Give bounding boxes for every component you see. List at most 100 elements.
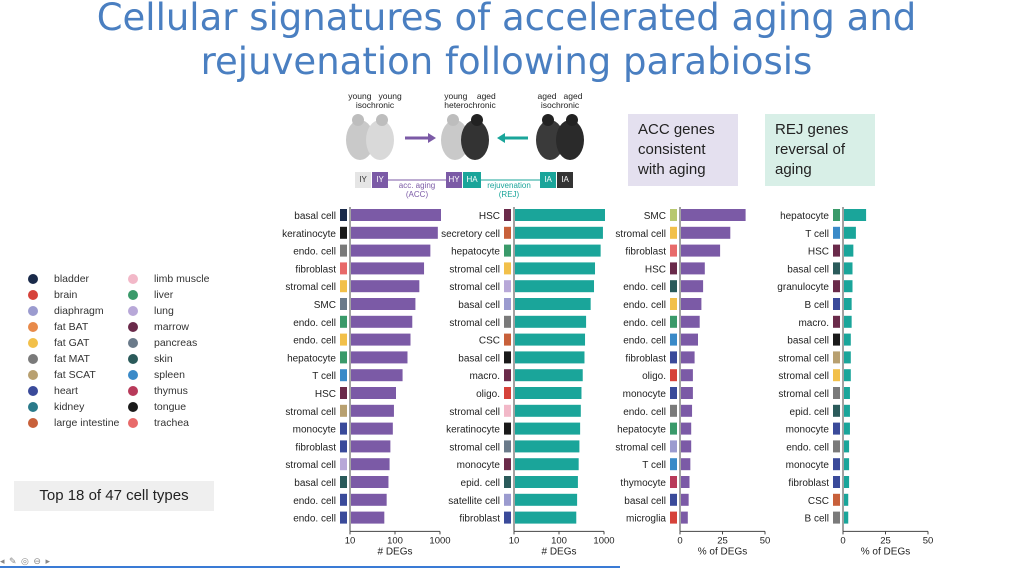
category-label: macro. xyxy=(469,371,500,382)
legend-swatch xyxy=(128,306,138,316)
legend-label: kidney xyxy=(54,401,85,413)
bar xyxy=(844,404,850,417)
bar xyxy=(515,333,586,346)
tag-iy-1: IY xyxy=(355,172,371,188)
category-label: CSC xyxy=(479,336,500,347)
legend-label: diaphragm xyxy=(54,305,104,317)
category-label: stromal cell xyxy=(778,353,829,364)
legend-swatch xyxy=(28,386,38,396)
x-tick-label: 0 xyxy=(840,535,845,546)
category-label: T cell xyxy=(312,371,336,382)
legend-label: heart xyxy=(54,385,78,397)
bar xyxy=(844,369,851,382)
tissue-swatch xyxy=(340,333,347,346)
tissue-swatch xyxy=(670,511,677,524)
legend-label: thymus xyxy=(154,385,188,397)
bar xyxy=(351,351,408,364)
tissue-swatch xyxy=(833,298,840,310)
legend-swatch xyxy=(28,370,38,380)
tissue-swatch xyxy=(340,458,347,471)
tissue-swatch xyxy=(833,209,840,221)
bar xyxy=(681,209,746,221)
legend-swatch xyxy=(128,418,138,428)
bar xyxy=(681,280,704,293)
category-label: stromal cell xyxy=(615,442,666,453)
tissue-swatch xyxy=(504,280,511,293)
bar xyxy=(681,244,721,257)
bar xyxy=(351,422,393,435)
legend-swatch xyxy=(28,418,38,428)
bar xyxy=(681,511,688,524)
tissue-swatch xyxy=(504,387,511,399)
tissue-swatch xyxy=(670,298,677,310)
category-label: epid. cell xyxy=(790,407,829,418)
bar xyxy=(515,369,583,382)
legend-label: large intestine xyxy=(54,417,120,429)
x-tick-label: 50 xyxy=(923,535,934,546)
x-tick-label: 10 xyxy=(509,535,520,546)
comparison-lines xyxy=(388,179,540,181)
tissue-swatch xyxy=(833,262,840,275)
legend-label: brain xyxy=(54,289,78,301)
tag-ia-1: IA xyxy=(540,172,556,188)
tissue-swatch xyxy=(340,369,347,382)
bar xyxy=(351,333,411,346)
category-label: stromal cell xyxy=(285,460,336,471)
legend-label: trachea xyxy=(154,417,190,429)
bar xyxy=(515,387,582,399)
title-line-2: rejuvenation following parabiosis xyxy=(200,40,813,83)
category-label: stromal cell xyxy=(285,282,336,293)
bar xyxy=(844,209,867,221)
category-label: B cell xyxy=(805,300,829,311)
category-label: SMC xyxy=(314,300,336,311)
tissue-swatch xyxy=(504,493,511,506)
slideshow-controls[interactable]: ◂ ✎ ◎ ⊖ ▸ xyxy=(0,556,51,566)
category-label: monocyte xyxy=(623,389,667,400)
category-label: endo. cell xyxy=(293,318,336,329)
bar xyxy=(681,493,689,506)
bar xyxy=(351,476,389,488)
category-label: basal cell xyxy=(294,478,336,489)
category-label: satellite cell xyxy=(448,496,500,507)
tissue-swatch xyxy=(670,422,677,435)
bar xyxy=(844,493,849,506)
tissue-swatch xyxy=(670,493,677,506)
category-label: basal cell xyxy=(787,336,829,347)
category-label: fibroblast xyxy=(459,514,500,525)
category-label: HSC xyxy=(645,264,666,275)
category-label: endo. cell xyxy=(623,300,666,311)
legend-label: liver xyxy=(154,289,174,301)
aged-mouse-pair-icon xyxy=(536,114,584,160)
tissue-swatch xyxy=(833,244,840,257)
bar xyxy=(844,440,850,453)
category-label: HSC xyxy=(479,211,500,222)
tissue-swatch xyxy=(670,244,677,257)
legend-swatch xyxy=(28,290,38,300)
category-label: monocyte xyxy=(786,425,830,436)
tissue-swatch xyxy=(340,226,347,239)
x-axis-label: % of DEGs xyxy=(698,546,747,557)
bar xyxy=(844,262,853,275)
category-label: oligo. xyxy=(642,371,666,382)
legend-swatch xyxy=(28,338,38,348)
bar xyxy=(681,315,700,328)
category-label: epid. cell xyxy=(461,478,500,489)
legend-swatch xyxy=(128,290,138,300)
tissue-swatch xyxy=(670,476,677,488)
bar xyxy=(681,369,693,382)
category-label: endo. cell xyxy=(293,496,336,507)
tissue-swatch xyxy=(833,440,840,453)
tag-ha: HA xyxy=(463,172,481,188)
x-tick-label: 1000 xyxy=(429,535,450,546)
x-tick-label: 100 xyxy=(387,535,403,546)
mice-illustration xyxy=(346,114,584,160)
category-label: fibroblast xyxy=(295,264,336,275)
tissue-swatch xyxy=(670,315,677,328)
tissue-swatch xyxy=(670,226,677,239)
bar xyxy=(351,226,438,239)
category-label: monocyte xyxy=(457,460,501,471)
legend-swatch xyxy=(128,274,138,284)
category-label: fibroblast xyxy=(788,478,829,489)
category-label: HSC xyxy=(315,389,336,400)
tissue-swatch xyxy=(340,262,347,275)
